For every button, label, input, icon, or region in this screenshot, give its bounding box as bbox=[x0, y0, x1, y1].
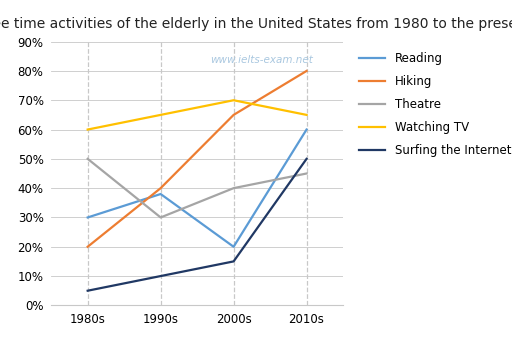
Reading bbox=[230, 245, 237, 249]
Reading bbox=[304, 127, 310, 132]
Surfing the Internet bbox=[304, 157, 310, 161]
Hiking bbox=[158, 186, 164, 190]
Theatre bbox=[230, 186, 237, 190]
Hiking bbox=[304, 69, 310, 73]
Line: Reading: Reading bbox=[88, 129, 307, 247]
Hiking bbox=[84, 245, 91, 249]
Line: Theatre: Theatre bbox=[88, 159, 307, 218]
Theatre bbox=[304, 171, 310, 176]
Theatre bbox=[84, 157, 91, 161]
Theatre bbox=[158, 215, 164, 220]
Watching TV bbox=[158, 113, 164, 117]
Watching TV bbox=[230, 98, 237, 102]
Line: Hiking: Hiking bbox=[88, 71, 307, 247]
Reading bbox=[158, 192, 164, 196]
Legend: Reading, Hiking, Theatre, Watching TV, Surfing the Internet: Reading, Hiking, Theatre, Watching TV, S… bbox=[355, 47, 512, 161]
Reading bbox=[84, 215, 91, 220]
Hiking bbox=[230, 113, 237, 117]
Text: Free time activities of the elderly in the United States from 1980 to the presen: Free time activities of the elderly in t… bbox=[0, 17, 512, 31]
Line: Surfing the Internet: Surfing the Internet bbox=[88, 159, 307, 291]
Line: Watching TV: Watching TV bbox=[88, 100, 307, 129]
Surfing the Internet bbox=[158, 274, 164, 278]
Watching TV bbox=[84, 127, 91, 132]
Watching TV bbox=[304, 113, 310, 117]
Surfing the Internet bbox=[230, 259, 237, 263]
Surfing the Internet bbox=[84, 289, 91, 293]
Text: www.ielts-exam.net: www.ielts-exam.net bbox=[210, 55, 313, 65]
